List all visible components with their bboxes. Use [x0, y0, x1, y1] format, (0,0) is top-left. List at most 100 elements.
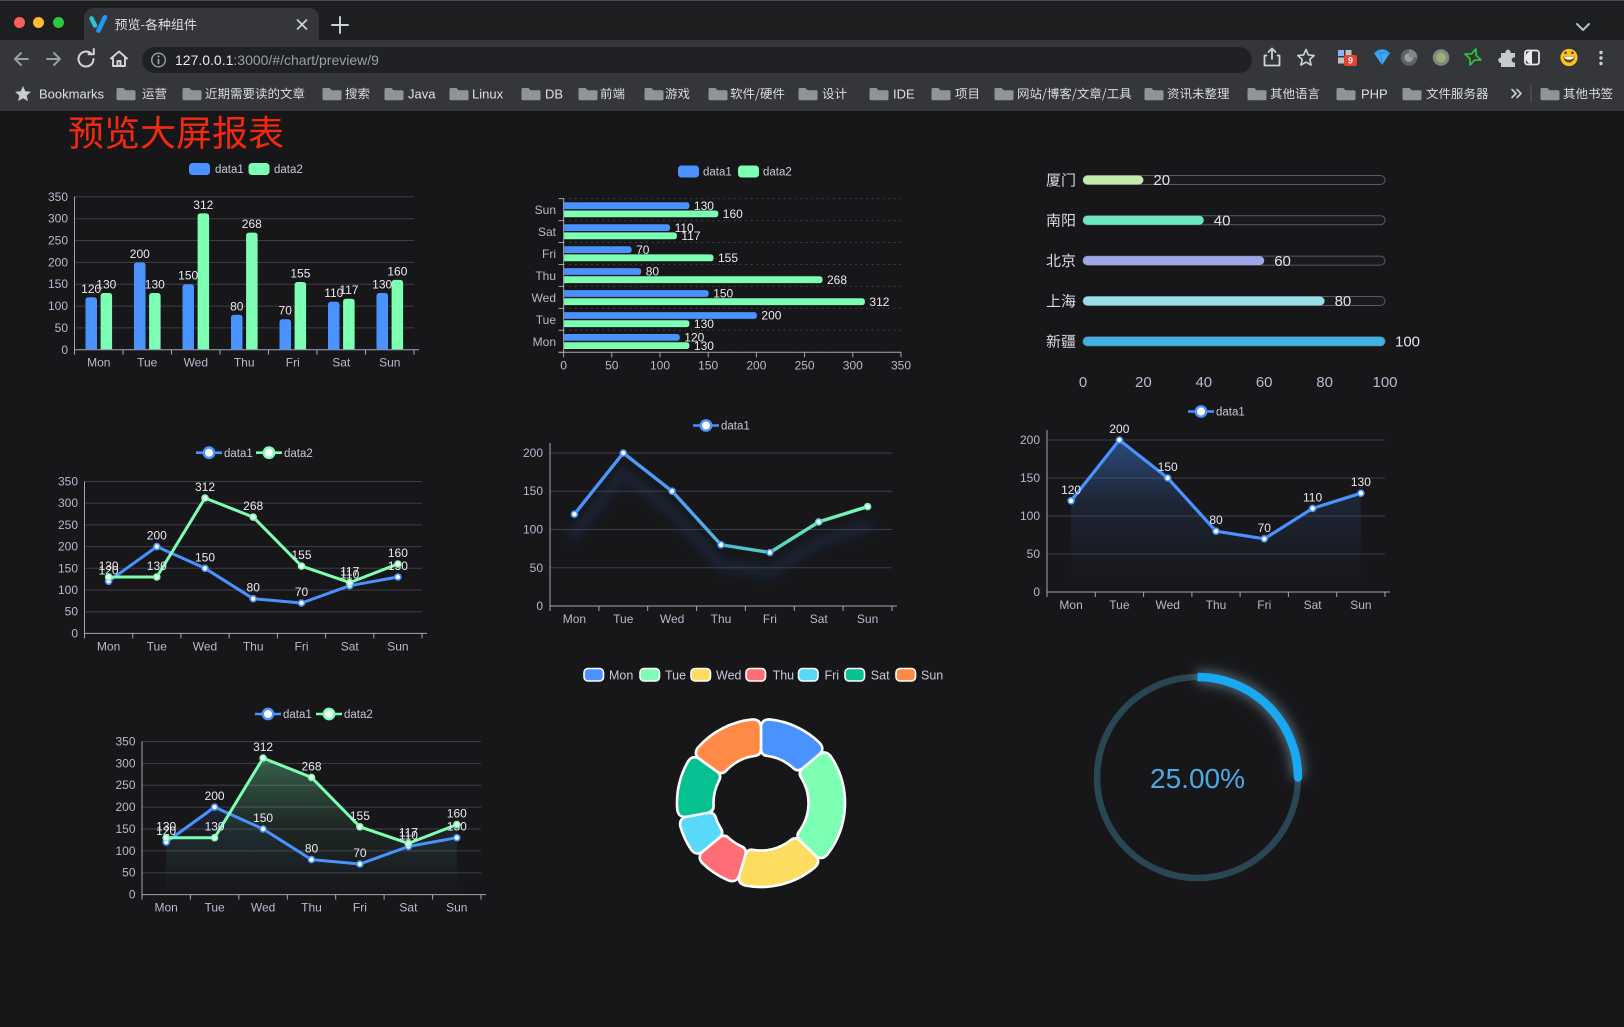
svg-text:40: 40: [1195, 374, 1212, 391]
svg-text:350: 350: [58, 475, 78, 489]
svg-text:110: 110: [340, 568, 359, 582]
svg-text:0: 0: [61, 343, 68, 357]
svg-text:200: 200: [115, 800, 135, 814]
svg-text:Thu: Thu: [301, 901, 322, 915]
svg-text:300: 300: [58, 496, 78, 510]
svg-text:130: 130: [156, 820, 176, 834]
svg-text:0: 0: [71, 626, 78, 640]
svg-text:312: 312: [253, 740, 273, 754]
svg-text:data1: data1: [721, 421, 750, 433]
svg-text:150: 150: [1020, 471, 1040, 485]
svg-text:200: 200: [1020, 433, 1040, 447]
svg-text:200: 200: [147, 529, 167, 543]
svg-text:130: 130: [372, 278, 392, 292]
svg-text:50: 50: [65, 605, 79, 619]
svg-text:data2: data2: [344, 709, 373, 721]
svg-text:70: 70: [279, 304, 293, 318]
svg-text:70: 70: [636, 243, 650, 257]
svg-text:Linux: Linux: [472, 86, 504, 101]
svg-text:200: 200: [746, 358, 766, 372]
svg-text:IDE: IDE: [893, 86, 915, 101]
svg-text:300: 300: [48, 212, 68, 226]
svg-text:0: 0: [1033, 585, 1040, 599]
svg-text:50: 50: [1027, 547, 1041, 561]
svg-text:100: 100: [115, 844, 135, 858]
svg-text:20: 20: [1135, 374, 1152, 391]
svg-text:60: 60: [1274, 253, 1291, 270]
svg-text:DB: DB: [545, 86, 563, 101]
svg-text:110: 110: [675, 221, 694, 235]
svg-text:Mon: Mon: [533, 335, 556, 349]
svg-text:268: 268: [243, 499, 263, 513]
svg-text:Sun: Sun: [857, 612, 878, 626]
svg-text:Thu: Thu: [1206, 598, 1227, 612]
svg-text:200: 200: [1109, 422, 1129, 436]
svg-text:250: 250: [48, 234, 68, 248]
svg-text:Sat: Sat: [399, 901, 418, 915]
svg-text:130: 130: [1351, 475, 1371, 489]
svg-text:130: 130: [694, 199, 714, 213]
svg-text:70: 70: [295, 585, 309, 599]
svg-text:117: 117: [681, 229, 700, 243]
svg-text:80: 80: [1335, 293, 1352, 310]
svg-text:Thu: Thu: [535, 269, 556, 283]
svg-text:9: 9: [1348, 55, 1353, 65]
svg-text:350: 350: [115, 735, 135, 749]
svg-text:Fri: Fri: [1257, 598, 1271, 612]
svg-text:0: 0: [560, 358, 567, 372]
svg-text:Wed: Wed: [1155, 598, 1179, 612]
svg-text:Tue: Tue: [137, 355, 158, 369]
svg-text:150: 150: [115, 822, 135, 836]
svg-text:300: 300: [115, 756, 135, 770]
svg-text:Sat: Sat: [1304, 598, 1323, 612]
svg-text:Thu: Thu: [773, 668, 795, 682]
svg-text:117: 117: [340, 565, 359, 579]
svg-text:Sun: Sun: [446, 901, 467, 915]
svg-text:data1: data1: [283, 709, 312, 721]
svg-text:Sat: Sat: [871, 668, 890, 682]
svg-text:120: 120: [156, 824, 176, 838]
svg-text:130: 130: [694, 339, 714, 353]
svg-text:data1: data1: [215, 164, 244, 176]
svg-text:Java: Java: [408, 86, 436, 101]
svg-text:200: 200: [48, 255, 68, 269]
svg-text:80: 80: [230, 299, 244, 313]
svg-text:150: 150: [48, 277, 68, 291]
svg-text:155: 155: [718, 251, 738, 265]
svg-text:data2: data2: [274, 164, 303, 176]
svg-text:Mon: Mon: [563, 612, 586, 626]
svg-text:150: 150: [178, 269, 198, 283]
svg-text:80: 80: [305, 842, 319, 856]
svg-text:250: 250: [115, 778, 135, 792]
svg-text:100: 100: [58, 583, 78, 597]
svg-text:Sun: Sun: [535, 203, 556, 217]
svg-text:Sat: Sat: [341, 639, 360, 653]
svg-text:Sat: Sat: [538, 225, 557, 239]
svg-text:Tue: Tue: [613, 612, 634, 626]
svg-text:Mon: Mon: [155, 901, 178, 915]
svg-text:80: 80: [1209, 513, 1223, 527]
svg-text:Mon: Mon: [87, 355, 110, 369]
svg-text:117: 117: [399, 825, 418, 839]
svg-text:127.0.0.1:3000/#/chart/preview: 127.0.0.1:3000/#/chart/preview/9: [175, 52, 379, 68]
svg-text:130: 130: [96, 278, 116, 292]
svg-text:150: 150: [253, 811, 273, 825]
svg-text:120: 120: [81, 282, 101, 296]
svg-text:data1: data1: [224, 448, 253, 460]
svg-text:Wed: Wed: [184, 355, 208, 369]
svg-text:80: 80: [646, 265, 660, 279]
svg-text:100: 100: [48, 299, 68, 313]
svg-text:20: 20: [1153, 172, 1170, 189]
svg-text:250: 250: [795, 358, 815, 372]
svg-text:70: 70: [353, 846, 367, 860]
svg-text:155: 155: [290, 267, 310, 281]
svg-text:Fri: Fri: [542, 247, 556, 261]
svg-text:160: 160: [387, 264, 407, 278]
svg-text:Mon: Mon: [97, 639, 120, 653]
svg-text:data1: data1: [703, 167, 732, 179]
svg-text:130: 130: [147, 559, 167, 573]
svg-text:50: 50: [530, 561, 544, 575]
svg-text:Tue: Tue: [204, 901, 225, 915]
svg-text:200: 200: [58, 540, 78, 554]
svg-text:312: 312: [869, 295, 889, 309]
